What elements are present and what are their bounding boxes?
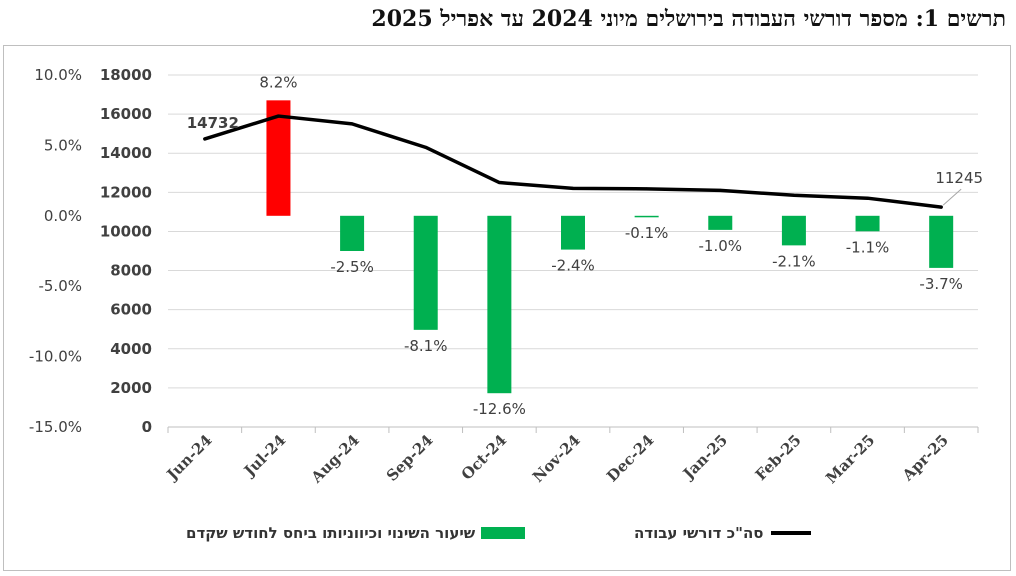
category-label: Nov-24 bbox=[529, 431, 584, 486]
category-label: Jan-25 bbox=[678, 431, 731, 484]
bar bbox=[413, 215, 438, 330]
line-point bbox=[939, 205, 943, 209]
bar-data-label: -2.5% bbox=[330, 258, 374, 276]
line-point bbox=[203, 137, 207, 141]
left-axis-tick-label: -15.0% bbox=[29, 418, 82, 436]
line-data-label: 11245 bbox=[935, 169, 983, 187]
bar bbox=[781, 215, 806, 246]
line-point bbox=[571, 186, 575, 190]
category-label: Feb-25 bbox=[752, 431, 805, 484]
bar-data-label: -0.1% bbox=[625, 224, 669, 242]
left-axis-tick-label: -10.0% bbox=[29, 348, 82, 366]
line-data-label: 14732 bbox=[187, 114, 239, 132]
bar-data-label: -1.0% bbox=[699, 237, 743, 255]
bar-data-label: -3.7% bbox=[919, 275, 963, 293]
bar-data-label: 8.2% bbox=[259, 73, 297, 91]
left-axis-tick-label: 5.0% bbox=[44, 136, 82, 154]
line-point bbox=[350, 122, 354, 126]
legend-swatch-green bbox=[481, 527, 526, 539]
line-point bbox=[718, 188, 722, 192]
category-label: Dec-24 bbox=[603, 431, 657, 485]
bar bbox=[561, 215, 585, 250]
category-label: Mar-25 bbox=[822, 431, 878, 487]
count-axis-tick-label: 14000 bbox=[100, 144, 152, 162]
line-point bbox=[792, 193, 796, 197]
count-axis-tick-label: 10000 bbox=[100, 222, 152, 240]
count-axis-tick-label: 6000 bbox=[110, 301, 152, 319]
bar-data-label: -2.4% bbox=[551, 257, 595, 275]
bar-data-label: -1.1% bbox=[846, 238, 890, 256]
category-label: Aug-24 bbox=[307, 431, 363, 487]
line-point bbox=[497, 181, 501, 185]
category-label: Jul-24 bbox=[239, 431, 289, 481]
category-label: Oct-24 bbox=[458, 431, 510, 483]
count-axis-tick-label: 16000 bbox=[100, 105, 152, 123]
line-series-total bbox=[203, 114, 943, 209]
category-label: Sep-24 bbox=[383, 431, 437, 485]
line-point bbox=[866, 196, 870, 200]
bar bbox=[487, 215, 512, 394]
bar bbox=[708, 215, 733, 230]
left-axis-tick-label: -5.0% bbox=[38, 277, 82, 295]
count-axis-tick-label: 18000 bbox=[100, 66, 152, 84]
count-axis-tick-label: 12000 bbox=[100, 183, 152, 201]
bar-data-label: -12.6% bbox=[473, 400, 526, 418]
left-axis-tick-label: 10.0% bbox=[34, 66, 82, 84]
bar bbox=[855, 215, 880, 232]
count-axis-tick-label: 8000 bbox=[110, 262, 152, 280]
label-leader-line bbox=[942, 188, 962, 206]
legend-item-bars: שיעור השינוי וכיווניותו ביחס לחודש שקדם bbox=[186, 521, 526, 545]
line-point bbox=[424, 145, 428, 149]
bar bbox=[929, 215, 954, 268]
bar-data-label: -2.1% bbox=[772, 252, 816, 270]
count-axis-tick-label: 2000 bbox=[110, 379, 152, 397]
legend-label-line: סה"כ דורשי עבודה bbox=[634, 524, 764, 542]
left-axis-tick-label: 0.0% bbox=[44, 207, 82, 225]
line-point bbox=[645, 187, 649, 191]
bar bbox=[340, 215, 365, 251]
category-label: Jun-24 bbox=[162, 431, 216, 485]
bar bbox=[634, 215, 659, 218]
legend-swatch-line bbox=[771, 531, 812, 535]
legend-item-line: סה"כ דורשי עבודה bbox=[634, 521, 812, 545]
chart-frame bbox=[3, 45, 1011, 571]
count-axis-tick-label: 0 bbox=[142, 418, 152, 436]
chart-title: תרשים 1: מספר דורשי העבודה בירושלים מיונ… bbox=[371, 6, 1006, 32]
count-axis-tick-label: 4000 bbox=[110, 340, 152, 358]
line-point bbox=[276, 114, 280, 118]
bar-data-label: -8.1% bbox=[404, 337, 448, 355]
legend-label-bars: שיעור השינוי וכיווניותו ביחס לחודש שקדם bbox=[186, 524, 476, 542]
category-label: Apr-25 bbox=[898, 431, 952, 485]
